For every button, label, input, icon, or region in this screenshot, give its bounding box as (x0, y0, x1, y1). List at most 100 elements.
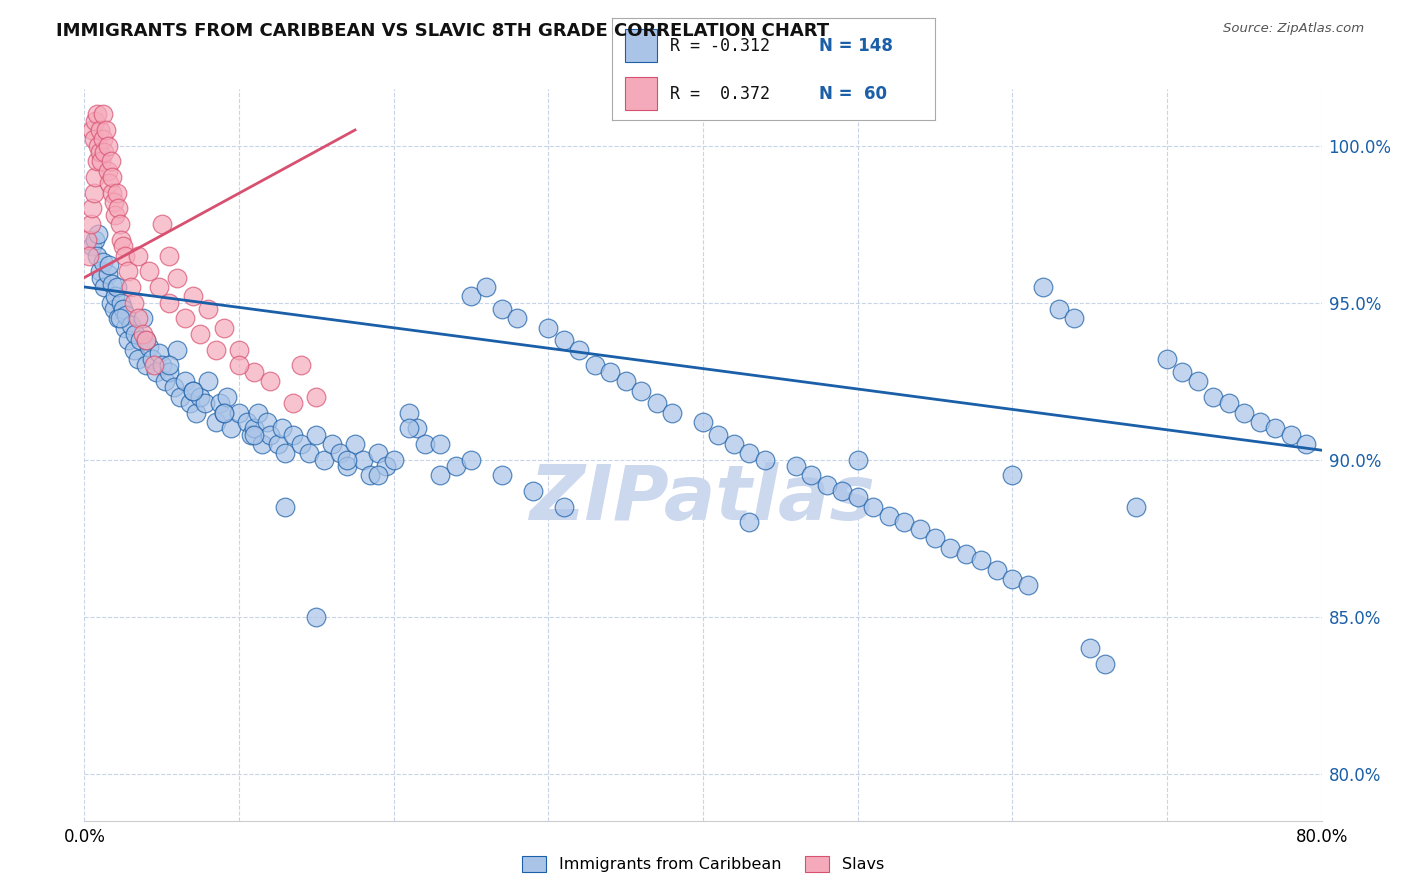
Point (246, 405, 269, 419)
Point (305, 427, 328, 442)
Point (86, 249, 108, 263)
Point (343, 437, 366, 451)
Point (328, 446, 352, 460)
Point (77, 249, 100, 263)
Point (846, 491, 869, 505)
Point (460, 289, 482, 303)
Point (127, 249, 149, 263)
Point (800, 468, 823, 483)
Point (661, 405, 683, 419)
Point (1187, 374, 1209, 388)
Point (1094, 657, 1116, 671)
Point (82, 202, 104, 216)
Point (568, 343, 591, 357)
Point (522, 483, 544, 498)
Point (398, 405, 420, 419)
Point (84, 170, 107, 185)
Point (184, 405, 207, 419)
Point (94, 123, 117, 137)
Point (205, 343, 228, 357)
Point (79, 217, 101, 231)
Legend: Immigrants from Caribbean, Slavs: Immigrants from Caribbean, Slavs (516, 849, 890, 879)
Point (114, 249, 136, 263)
Point (274, 446, 297, 460)
Point (215, 390, 238, 404)
Point (312, 452, 335, 467)
Point (117, 334, 139, 348)
Point (100, 295, 122, 310)
Point (124, 327, 146, 342)
Point (91, 107, 114, 121)
Point (367, 446, 389, 460)
Point (212, 320, 235, 334)
Point (243, 427, 266, 442)
Point (104, 289, 127, 303)
Point (179, 396, 201, 410)
Point (96, 138, 118, 153)
Point (321, 437, 343, 451)
Point (1078, 640, 1101, 655)
Point (630, 384, 652, 398)
Point (89, 145, 111, 159)
Point (90, 270, 112, 285)
Point (382, 452, 405, 467)
Point (290, 359, 312, 373)
Point (754, 452, 776, 467)
Point (87, 227, 110, 241)
Point (108, 217, 131, 231)
Point (723, 437, 745, 451)
Point (645, 396, 668, 410)
Point (105, 186, 128, 200)
Point (491, 468, 513, 483)
Point (89, 264, 111, 278)
Point (460, 452, 482, 467)
Point (197, 374, 219, 388)
Point (259, 427, 281, 442)
Point (159, 365, 180, 379)
Point (174, 374, 197, 388)
Point (846, 452, 869, 467)
Point (98, 258, 121, 272)
Point (1125, 500, 1147, 514)
Point (429, 468, 451, 483)
Point (1001, 468, 1024, 483)
Point (219, 421, 242, 435)
Point (153, 374, 176, 388)
Point (367, 468, 389, 483)
Point (290, 437, 312, 451)
Point (785, 458, 807, 473)
Point (96, 164, 118, 178)
Point (159, 295, 180, 310)
Point (104, 208, 127, 222)
Point (271, 421, 294, 435)
Point (143, 359, 166, 373)
Point (101, 277, 124, 291)
Point (506, 311, 529, 326)
Point (862, 500, 884, 514)
Point (336, 452, 359, 467)
Point (127, 311, 149, 326)
Point (1063, 311, 1085, 326)
Point (159, 359, 180, 373)
Point (267, 437, 290, 451)
Point (297, 446, 319, 460)
Point (240, 427, 263, 442)
Point (103, 195, 125, 210)
Point (181, 384, 204, 398)
Point (553, 500, 575, 514)
Point (86, 154, 108, 169)
FancyBboxPatch shape (624, 78, 657, 110)
Point (1047, 301, 1070, 316)
Point (163, 380, 186, 394)
Point (91, 255, 114, 269)
Point (159, 249, 180, 263)
Point (986, 562, 1008, 576)
Point (197, 301, 219, 316)
Point (194, 396, 217, 410)
Point (444, 458, 467, 473)
Point (209, 396, 232, 410)
Point (110, 233, 132, 247)
Point (243, 421, 266, 435)
Point (692, 415, 714, 429)
Point (1218, 396, 1240, 410)
